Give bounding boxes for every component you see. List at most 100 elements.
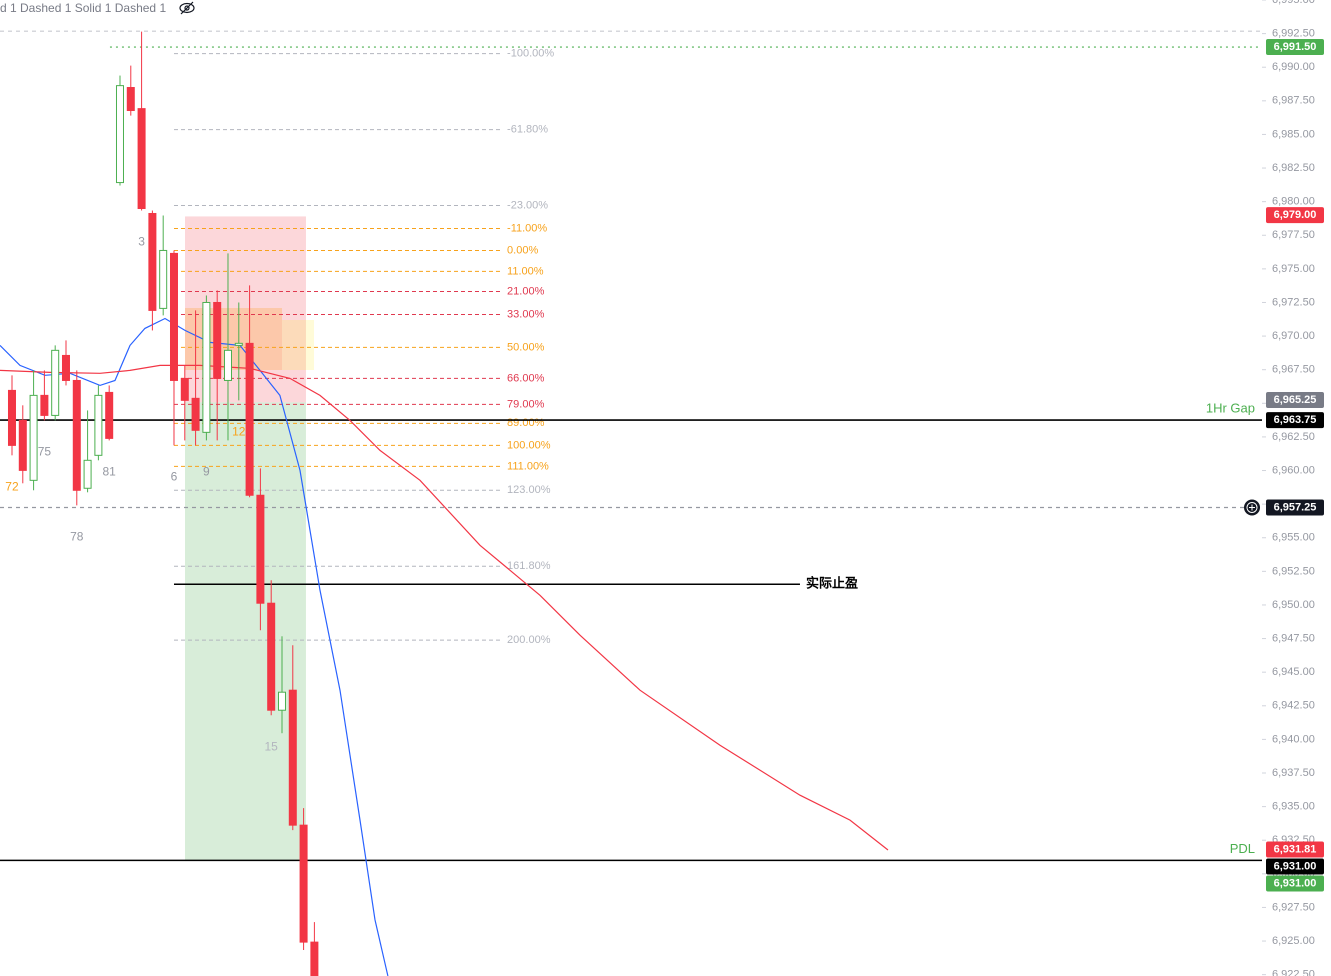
y-tick-label: 6,947.50 — [1272, 632, 1315, 644]
price-tag — [1266, 875, 1324, 892]
candle-body — [7, 389, 16, 446]
price-tag — [1266, 391, 1324, 408]
bar-count-label: 15 — [265, 739, 279, 753]
candle-body — [267, 602, 276, 711]
bar-count-label: 3 — [138, 235, 145, 249]
y-tick-label: 6,980.00 — [1272, 196, 1315, 208]
price-tag-label: 6,931.81 — [1274, 843, 1317, 855]
fib-label: -100.00% — [507, 48, 554, 60]
fib-label: 200.00% — [507, 634, 551, 646]
y-tick-label: 6,950.00 — [1272, 599, 1315, 611]
candle-body — [159, 249, 168, 309]
candle-body — [256, 494, 265, 604]
price-tag-label: 6,991.50 — [1274, 41, 1317, 53]
y-tick-label: 6,982.50 — [1272, 162, 1315, 174]
bar-count-label: 81 — [103, 465, 117, 479]
price-tag-label: 6,963.75 — [1274, 414, 1317, 426]
y-tick-label: 6,992.50 — [1272, 28, 1315, 40]
fib-label: 123.00% — [507, 484, 551, 496]
fib-label: -11.00% — [507, 222, 547, 234]
fib-label: 111.00% — [507, 460, 549, 472]
price-tag-label: 6,931.00 — [1274, 877, 1317, 889]
candle-body — [126, 87, 135, 112]
fib-label: 89.00% — [507, 417, 545, 429]
fib-label: 21.00% — [507, 285, 545, 297]
fib-label: 100.00% — [507, 439, 551, 451]
y-tick-label: 6,940.00 — [1272, 733, 1315, 745]
candle-body — [191, 397, 200, 431]
bar-count-label: 72 — [5, 480, 19, 494]
y-tick-label: 6,927.50 — [1272, 901, 1315, 913]
crosshair-icon — [1249, 504, 1255, 511]
candle-body — [105, 391, 114, 439]
price-tag — [1266, 39, 1324, 56]
y-tick-label: 6,935.00 — [1272, 801, 1315, 813]
y-tick-label: 6,960.00 — [1272, 464, 1315, 476]
price-tag-label: 6,931.00 — [1274, 860, 1317, 872]
fib-label: 161.80% — [507, 560, 551, 572]
candle-body — [213, 301, 222, 379]
y-tick-label: 6,975.00 — [1272, 263, 1315, 275]
candle-body — [18, 419, 27, 471]
y-tick-label: 6,970.00 — [1272, 330, 1315, 342]
y-tick-label: 6,995.00 — [1272, 0, 1315, 6]
price-tag — [1266, 412, 1324, 429]
price-tag-label: 6,979.00 — [1274, 209, 1317, 221]
plot-area: -100.00% -61.80% -23.00% -11.00% 0.00% 11.00%… — [0, 30, 1262, 976]
candle-body — [115, 85, 124, 184]
y-tick-label: 6,925.00 — [1272, 935, 1315, 947]
candle-body — [169, 252, 178, 381]
price-tag — [1266, 858, 1324, 875]
y-tick-label: 6,987.50 — [1272, 95, 1315, 107]
candle-body — [29, 394, 38, 481]
price-tag — [1266, 499, 1324, 516]
candle-body — [40, 394, 49, 416]
axis-background — [1262, 0, 1331, 976]
bar-count-label: 6 — [171, 470, 178, 484]
candle-body — [72, 379, 81, 491]
bar-count-label: 12 — [232, 425, 246, 439]
highlight-zone — [282, 320, 314, 370]
fib-label: 79.00% — [507, 398, 545, 410]
fib-label: 0.00% — [507, 244, 538, 256]
fib-label: 50.00% — [507, 341, 545, 353]
price-tag — [1266, 841, 1324, 858]
fib-label: -23.00% — [507, 199, 548, 211]
candle-body — [61, 354, 70, 381]
y-tick-label: 6,952.50 — [1272, 565, 1315, 577]
price-axis: 6,922.506,925.006,927.506,930.006,932.50… — [1262, 0, 1331, 976]
bar-count-label: 78 — [70, 530, 84, 544]
price-tag-label: 6,957.25 — [1274, 501, 1317, 513]
candle-body — [83, 459, 92, 489]
candle-body — [234, 342, 243, 346]
candle-body — [299, 824, 308, 943]
y-tick-label: 6,922.50 — [1272, 969, 1315, 976]
price-tag — [1266, 207, 1324, 224]
legend-text: d 1 Dashed 1 Solid 1 Dashed 1 — [0, 1, 166, 15]
y-tick-label: 6,937.50 — [1272, 767, 1315, 779]
visibility-icon[interactable] — [179, 1, 195, 15]
crosshair-icon — [1246, 501, 1258, 513]
y-tick-label: 6,990.00 — [1272, 61, 1315, 73]
line-label: 实际止盈 — [806, 576, 858, 591]
candle-body — [310, 941, 319, 976]
y-tick-label: 6,955.00 — [1272, 532, 1315, 544]
bar-count-label: 75 — [38, 445, 52, 459]
candle-body — [94, 394, 103, 456]
highlight-zone — [185, 308, 282, 370]
moving-average — [0, 364, 889, 851]
y-tick-label: 6,962.50 — [1272, 431, 1315, 443]
candle-body — [277, 691, 286, 711]
candle-body — [51, 349, 60, 416]
candle-body — [180, 377, 189, 401]
bar-count-label: 9 — [203, 465, 210, 479]
fib-label: 11.00% — [507, 265, 544, 277]
candle-body — [223, 349, 232, 381]
line-label: PDL — [1230, 841, 1255, 856]
fib-label: 66.00% — [507, 372, 545, 384]
y-tick-label: 6,985.00 — [1272, 128, 1315, 140]
y-tick-label: 6,972.50 — [1272, 296, 1315, 308]
line-label: 1Hr Gap — [1206, 401, 1255, 416]
